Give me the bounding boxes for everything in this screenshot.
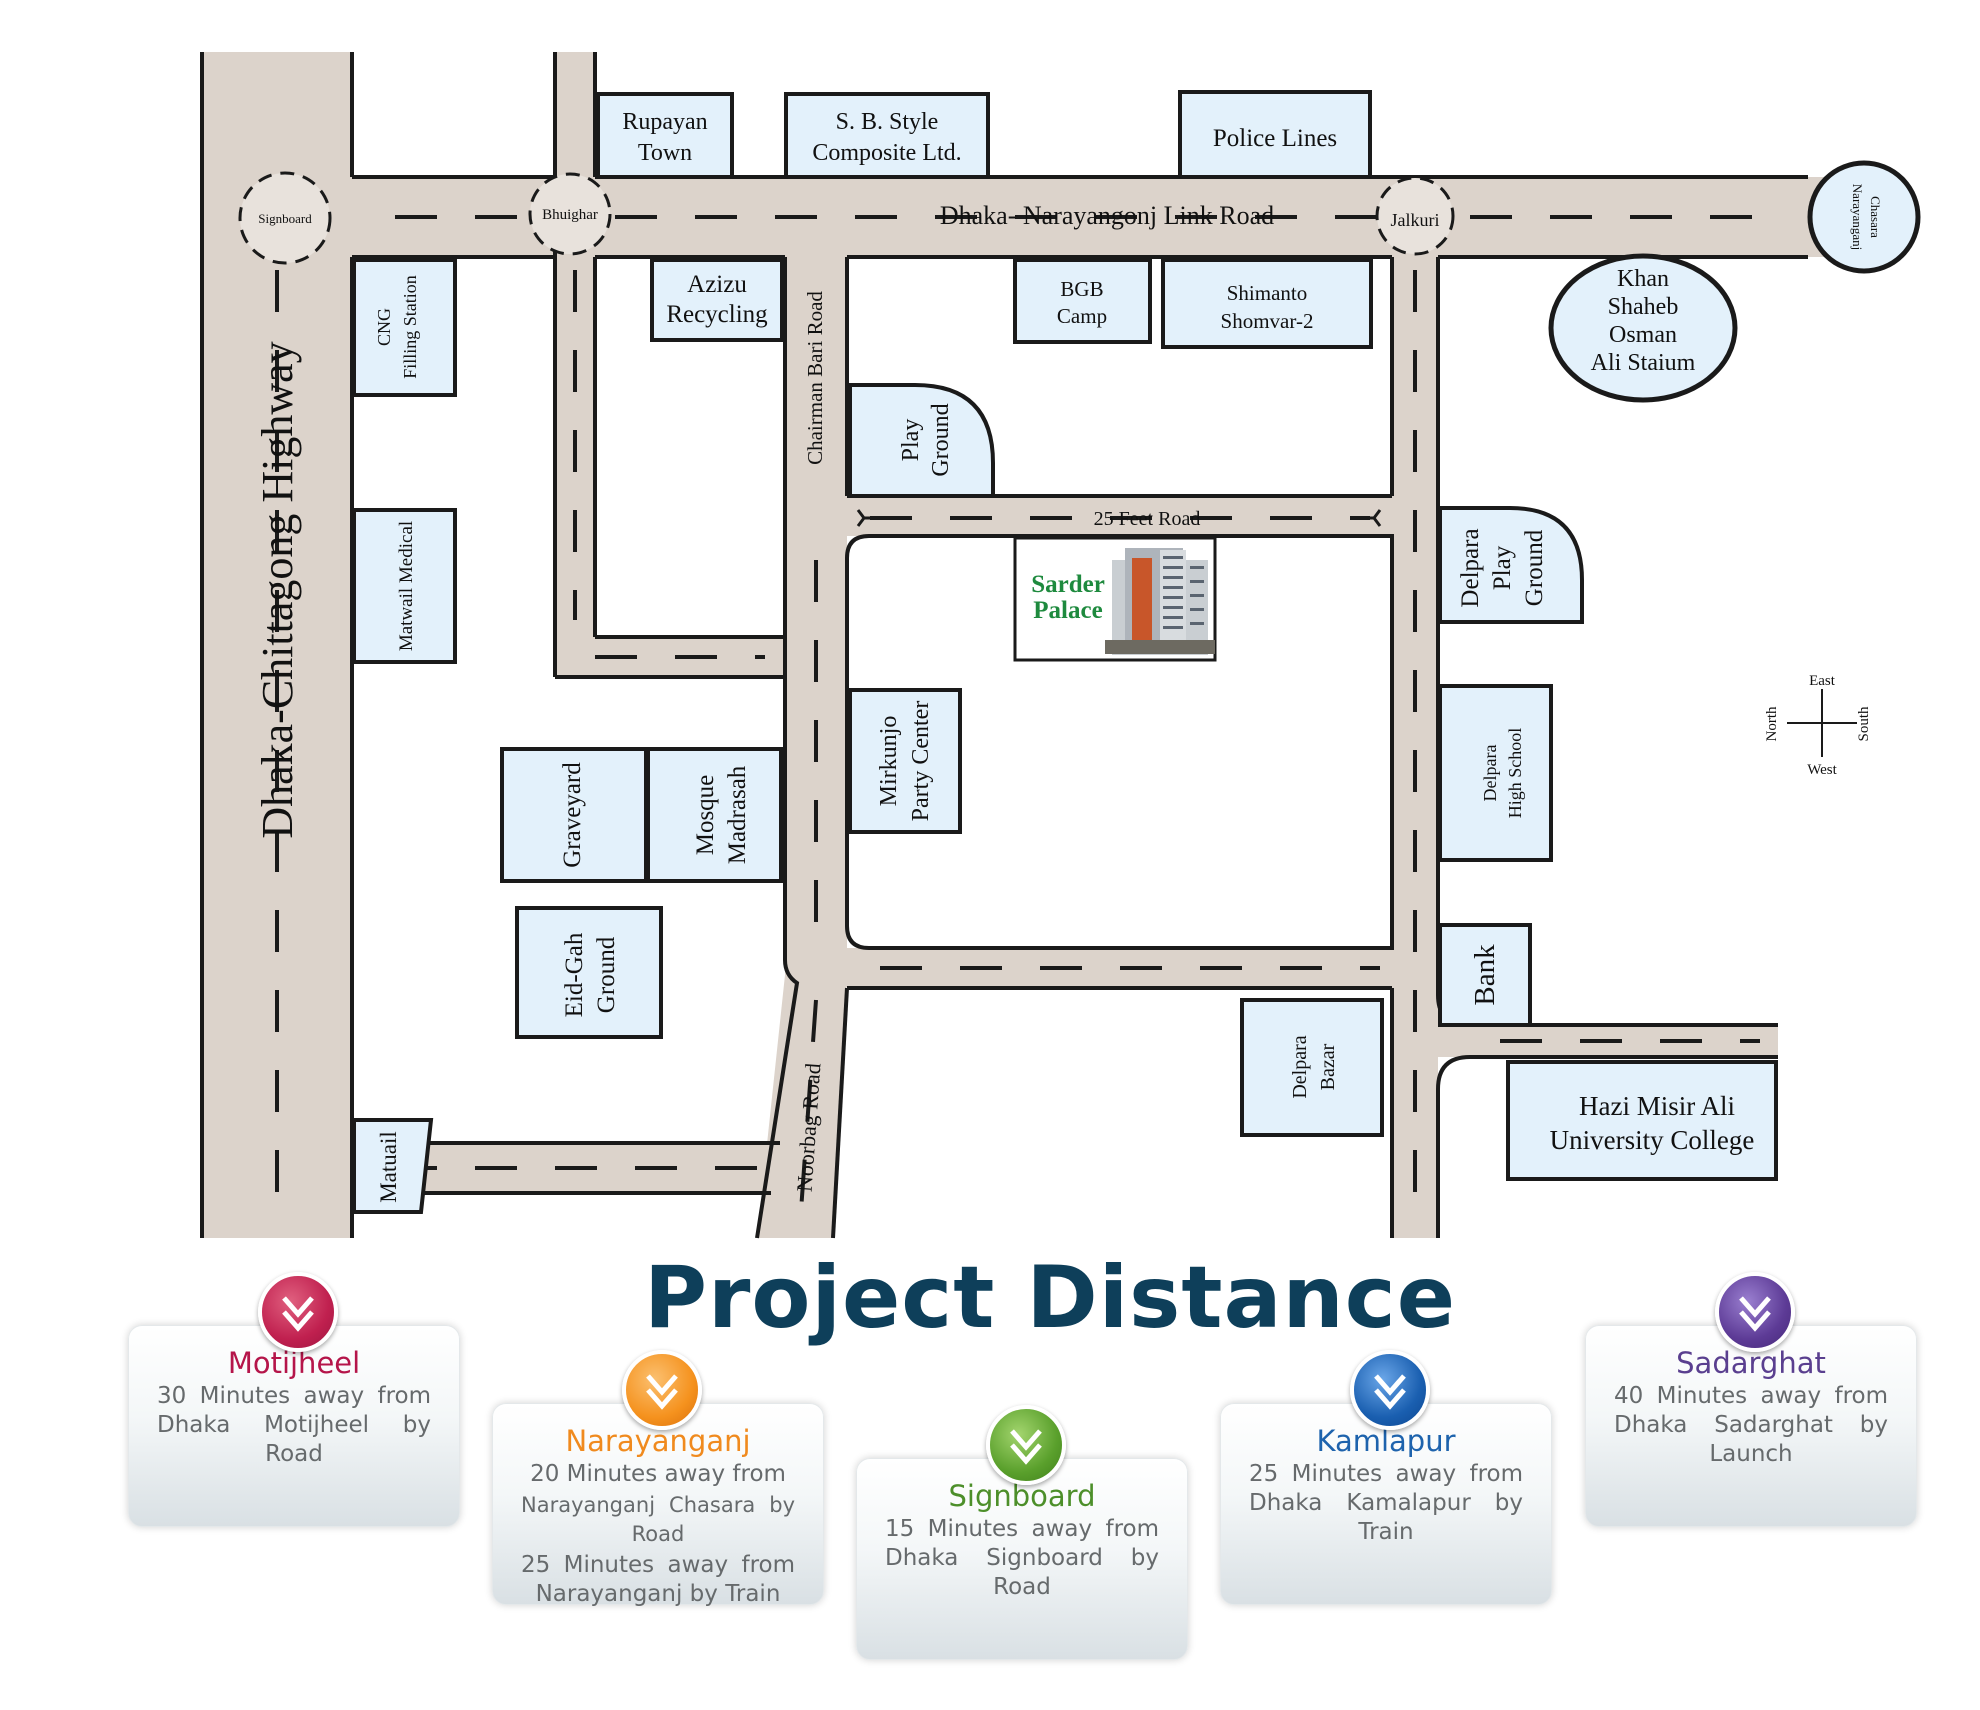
card-text: 40 Minutes away from Dhaka Sadarghat by … [1614, 1383, 1888, 1467]
narayanganj-card: Narayanganj 20 Minutes away from Narayan… [492, 1350, 824, 1607]
khan-stadium-label-4: Ali Staium [1591, 350, 1696, 376]
delpara-play-ground-label-3: Ground [1521, 529, 1548, 606]
azizu-recycling-label-2: Recycling [666, 301, 768, 328]
delpara-bazar-label: Delpara [1289, 1035, 1311, 1098]
signboard-card: Signboard 15 Minutes away from Dhaka Sig… [856, 1405, 1188, 1660]
police-lines-label: Police Lines [1213, 125, 1337, 152]
khan-stadium-label-3: Osman [1609, 322, 1677, 348]
project-distance-title: Project Distance [643, 1248, 1457, 1348]
compass-south-label: South [1856, 706, 1872, 742]
delpara-high-school-label: Delpara [1480, 745, 1500, 802]
card-text: Narayanganj Chasara by Road [521, 1493, 795, 1546]
card-text: 30 Minutes away from Dhaka Motijheel by … [157, 1383, 431, 1467]
link-road-label: Dhaka- Narayangonj Link Road [940, 201, 1274, 230]
delpara-bazar-label-2: Bazar [1317, 1043, 1339, 1090]
double-chevron-down-icon [1350, 1350, 1430, 1430]
graveyard-label: Graveyard [559, 762, 586, 868]
chasara-narayanganj-label: Narayanganj [1850, 184, 1865, 250]
shimanto-label-2: Shomvar-2 [1221, 309, 1314, 333]
card-text: 25 Minutes away from Dhaka Kamalapur by … [1249, 1461, 1523, 1545]
chasara-label: Chasara [1868, 196, 1883, 238]
sarder-palace-label: Sarder [1031, 571, 1105, 598]
azizu-recycling-label: Azizu [687, 271, 747, 298]
double-chevron-down-icon [622, 1350, 702, 1430]
mirkunjo-label: Mirkunjo [876, 716, 902, 807]
khan-stadium-label-2: Shaheb [1608, 294, 1679, 320]
khan-stadium-label: Khan [1617, 266, 1669, 292]
double-chevron-down-icon [258, 1272, 338, 1352]
play-ground-label: Play [898, 419, 924, 462]
chairman-bari-road-label: Chairman Bari Road [803, 291, 827, 465]
bank-label: Bank [1469, 944, 1501, 1006]
sb-composite-label: Composite Ltd. [812, 140, 961, 166]
eidgah-ground-label-2: Ground [593, 936, 620, 1013]
feet-road-label: 25 Feet Road [1094, 508, 1201, 530]
cng-station-label-2: Filling Station [400, 275, 420, 379]
card-text: 15 Minutes away from Dhaka Signboard by … [885, 1516, 1159, 1600]
card-text: 25 Minutes away from Narayanganj by Trai… [521, 1552, 795, 1607]
mosque-madrasah-label-2: Madrasah [724, 765, 751, 864]
delpara-high-school-label-2: High School [1505, 728, 1525, 819]
card-text: 20 Minutes away from [530, 1461, 786, 1487]
eidgah-ground-label: Eid-Gah [561, 932, 588, 1017]
cng-station-label: CNG [374, 308, 394, 346]
highway-label: Dhaka-Chittagong Highway [253, 341, 302, 838]
compass-north-label: North [1764, 706, 1780, 741]
hazi-misir-ali-label-2: University College [1550, 1125, 1755, 1155]
sb-style-label: S. B. Style [836, 109, 939, 135]
mirkunjo-label-2: Party Center [908, 701, 934, 822]
matuail-label: Matuail [376, 1131, 401, 1203]
sarder-palace-building-icon [1105, 548, 1215, 655]
play-ground-label-2: Ground [928, 403, 954, 476]
double-chevron-down-icon [986, 1405, 1066, 1485]
bhuighar-junction-label: Bhuighar [542, 207, 598, 223]
sadarghat-card: Sadarghat 40 Minutes away from Dhaka Sad… [1585, 1272, 1917, 1527]
area-map: Dhaka-Chittagong Highway Dhaka- Narayang… [200, 52, 1921, 1239]
compass-east-label: East [1809, 673, 1836, 689]
sarder-palace-label-2: Palace [1033, 597, 1102, 624]
compass-icon [1787, 689, 1857, 757]
rupayan-town-label-2: Town [638, 140, 692, 166]
delpara-play-ground-label-2: Play [1489, 545, 1516, 590]
kamlapur-card: Kamlapur 25 Minutes away from Dhaka Kama… [1220, 1350, 1552, 1605]
delpara-play-ground-label: Delpara [1457, 528, 1484, 607]
rupayan-town-label: Rupayan [622, 109, 707, 135]
hazi-misir-ali-label: Hazi Misir Ali [1579, 1091, 1735, 1121]
jalkuri-junction-label: Jalkuri [1391, 210, 1440, 230]
matwail-medical-label: Matwail Medical [396, 521, 417, 651]
compass-west-label: West [1807, 762, 1837, 778]
shimanto-label: Shimanto [1227, 281, 1308, 305]
signboard-junction-label: Signboard [258, 211, 312, 226]
double-chevron-down-icon [1715, 1272, 1795, 1352]
bgb-camp-label-2: Camp [1057, 304, 1107, 328]
motijheel-card: Motijheel 30 Minutes away from Dhaka Mot… [128, 1272, 460, 1527]
mosque-madrasah-label: Mosque [692, 775, 719, 856]
bgb-camp-label: BGB [1060, 277, 1103, 301]
